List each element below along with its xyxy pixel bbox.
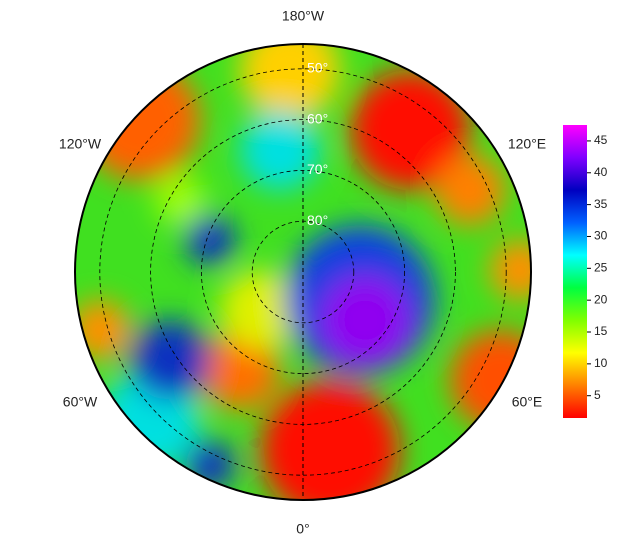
- colorbar-tick-label: 20: [594, 292, 608, 306]
- lon-label: 0°: [296, 521, 309, 537]
- lon-label: 120°W: [59, 136, 102, 152]
- lon-label: 120°E: [508, 136, 546, 152]
- colorbar-tick-label: 40: [594, 165, 608, 179]
- colorbar-tick-label: 35: [594, 197, 608, 211]
- colorbar-tick-label: 5: [594, 388, 601, 402]
- map-border: [74, 43, 532, 501]
- colorbar-tick-label: 10: [594, 356, 608, 370]
- lon-label: 60°E: [512, 394, 543, 410]
- latitude-label: 80°: [307, 212, 328, 228]
- colorbar-tick-label: 45: [594, 133, 608, 147]
- latitude-circle: [99, 68, 507, 476]
- latitude-label: 60°: [307, 110, 328, 126]
- colorbar: [563, 125, 587, 418]
- colorbar-tick-label: 30: [594, 229, 608, 243]
- colorbar-tick-label: 15: [594, 324, 608, 338]
- lon-label: 180°W: [282, 8, 325, 24]
- colorbar-axis: 5 10 15 20 25 30 35 40 45: [587, 133, 608, 402]
- latitude-label: 70°: [307, 161, 328, 177]
- lon-label: 60°W: [63, 394, 98, 410]
- field: [75, 44, 531, 500]
- colorbar-tick-label: 25: [594, 260, 608, 274]
- latitude-label: 50°: [307, 60, 328, 76]
